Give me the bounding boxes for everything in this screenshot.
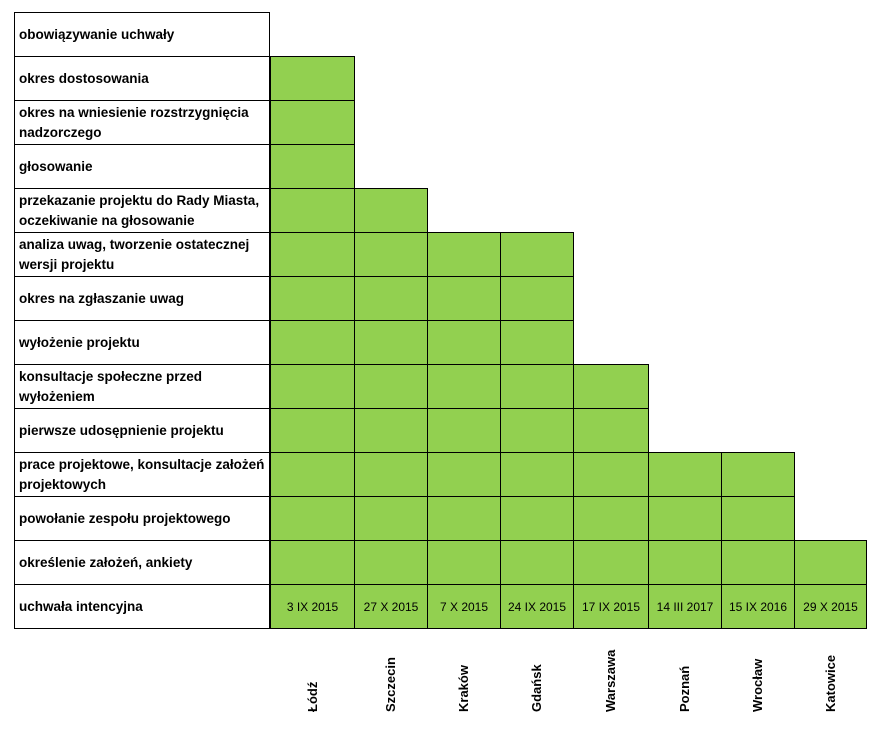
date-label: 15 IX 2016 [728,599,788,614]
stage-label: pierwsze udosępnienie projektu [14,408,270,453]
stage-label: głosowanie [14,144,270,189]
date-label: 7 X 2015 [439,599,489,614]
progress-cell [270,408,355,453]
city-label: Kraków [456,665,471,712]
progress-cell [500,232,574,277]
progress-cell [427,320,501,365]
progress-cell [270,540,355,585]
city-label: Łódź [304,681,320,712]
progress-cell [354,496,428,541]
progress-cell [500,496,574,541]
progress-cell [354,452,428,497]
date-label: 27 X 2015 [363,599,419,614]
progress-cell [354,276,428,321]
stage-label: wyłożenie projektu [14,320,270,365]
progress-cell [573,496,649,541]
city-label: Katowice [822,654,838,712]
progress-cell [354,408,428,453]
progress-cell [270,320,355,365]
city-label: Szczecin [383,657,398,712]
progress-cell [573,452,649,497]
progress-cell [721,540,795,585]
progress-cell [500,320,574,365]
city-label: Warszawa [603,649,618,712]
stage-label: uchwała intencyjna [14,584,270,629]
date-label: 14 III 2017 [656,599,714,614]
stage-label: określenie założeń, ankiety [14,540,270,585]
date-label: 17 IX 2015 [581,599,641,614]
progress-cell [500,364,574,409]
progress-cell [354,584,428,629]
progress-cell [500,540,574,585]
progress-cell [427,496,501,541]
city-label: Poznań [677,665,692,712]
progress-cell [721,496,795,541]
progress-cell [270,452,355,497]
progress-cell [270,276,355,321]
progress-cell [648,496,722,541]
stage-label: powołanie zespołu projektowego [14,496,270,541]
progress-cell [573,408,649,453]
progress-cell [270,100,355,145]
date-label: 3 IX 2015 [286,599,339,614]
progress-cell [427,452,501,497]
progress-cell [573,364,649,409]
progress-cell [427,232,501,277]
progress-cell [500,408,574,453]
progress-cell [427,408,501,453]
progress-cell [427,276,501,321]
progress-cell [573,540,649,585]
progress-cell [500,276,574,321]
progress-cell [354,540,428,585]
progress-cell [721,452,795,497]
city-label: Gdańsk [529,664,544,712]
progress-cell [354,188,428,233]
progress-cell [270,232,355,277]
stage-label: okres na zgłaszanie uwag [14,276,270,321]
progress-cell [648,452,722,497]
progress-cell [500,452,574,497]
progress-cell [270,144,355,189]
progress-cell [573,584,649,629]
stage-label: konsultacje społeczne przed wyłożeniem [14,364,270,409]
stage-label: obowiązywanie uchwały [14,12,270,57]
progress-cell [270,188,355,233]
progress-cell [427,364,501,409]
date-label: 24 IX 2015 [507,599,567,614]
progress-cell [270,56,355,101]
stage-label: prace projektowe, konsultacje założeń pr… [14,452,270,497]
city-label: Wrocław [750,658,765,712]
stage-label: przekazanie projektu do Rady Miasta, ocz… [14,188,270,233]
progress-cell [794,540,867,585]
stage-label: okres na wniesienie rozstrzygnięcia nadz… [14,100,270,145]
stage-label: okres dostosowania [14,56,270,101]
progress-cell [427,584,501,629]
progress-cell [270,364,355,409]
progress-cell [648,540,722,585]
progress-cell [354,232,428,277]
progress-cell [354,364,428,409]
progress-cell [354,320,428,365]
progress-cell [721,584,795,629]
date-label: 29 X 2015 [803,599,858,614]
stage-label: analiza uwag, tworzenie ostatecznej wers… [14,232,270,277]
progress-cell [427,540,501,585]
progress-cell [270,496,355,541]
